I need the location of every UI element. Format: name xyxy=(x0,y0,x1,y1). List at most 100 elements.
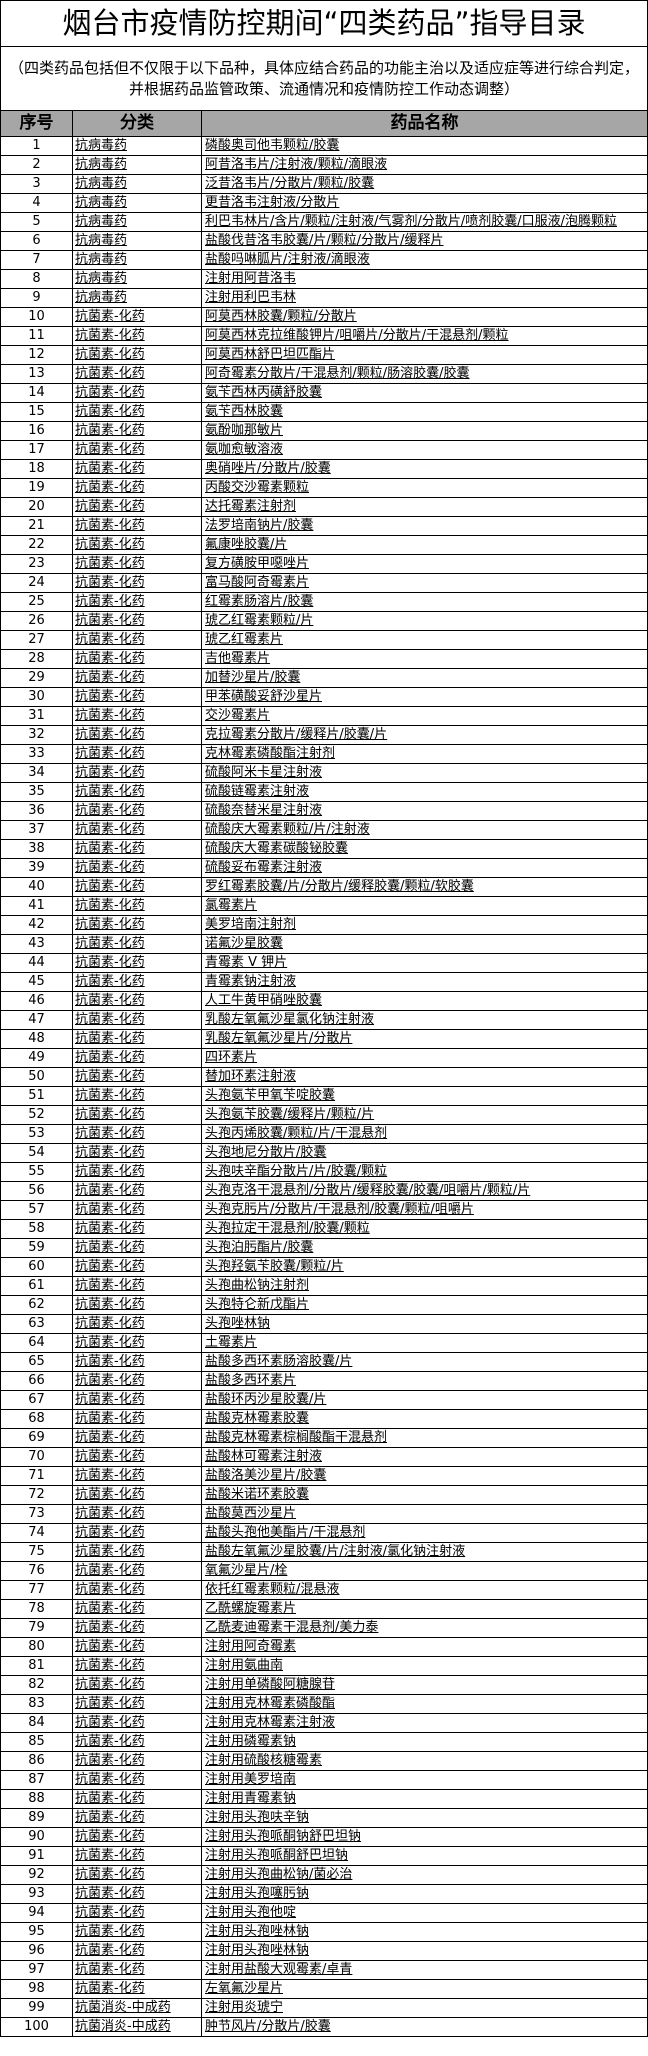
row-category: 抗菌素-化药 xyxy=(73,479,202,497)
row-drug-name: 交沙霉素片 xyxy=(205,708,271,723)
row-number: 57 xyxy=(1,1201,73,1219)
row-category: 抗菌素-化药 xyxy=(73,460,202,478)
row-number: 20 xyxy=(1,498,73,516)
row-drug-name: 头孢羟氨苄胶囊/颗粒/片 xyxy=(205,1259,344,1274)
row-drug-name: 泛昔洛韦片/分散片/颗粒/胶囊 xyxy=(205,176,375,191)
row-category: 抗菌素-化药 xyxy=(73,1410,202,1428)
table-row: 4 抗病毒药 更昔洛韦注射液/分散片 xyxy=(1,194,647,213)
row-number: 4 xyxy=(1,194,73,212)
row-number: 5 xyxy=(1,213,73,231)
row-category: 抗菌素-化药 xyxy=(73,1771,202,1789)
subtitle-note: （四类药品包括但不仅限于以下品种，具体应结合药品的功能主治以及适应症等进行综合判… xyxy=(1,47,647,111)
row-drug-name: 人工牛黄甲硝唑胶囊 xyxy=(205,993,323,1008)
row-category: 抗菌素-化药 xyxy=(73,992,202,1010)
row-drug-name: 头孢呋辛酯分散片/片/胶囊/颗粒 xyxy=(205,1164,388,1179)
table-row: 88 抗菌素-化药 注射用青霉素钠 xyxy=(1,1790,647,1809)
table-row: 32 抗菌素-化药 克拉霉素分散片/缓释片/胶囊/片 xyxy=(1,726,647,745)
row-drug-name: 克林霉素磷酸酯注射剂 xyxy=(205,746,336,761)
row-category: 抗菌素-化药 xyxy=(73,1030,202,1048)
table-row: 70 抗菌素-化药 盐酸林可霉素注射液 xyxy=(1,1448,647,1467)
row-number: 63 xyxy=(1,1315,73,1333)
table-row: 73 抗菌素-化药 盐酸莫西沙星片 xyxy=(1,1505,647,1524)
row-drug-name: 头孢氨苄胶囊/缓释片/颗粒/片 xyxy=(205,1107,375,1122)
row-category: 抗菌素-化药 xyxy=(73,1885,202,1903)
row-number: 25 xyxy=(1,593,73,611)
row-category: 抗菌素-化药 xyxy=(73,1125,202,1143)
row-drug-name: 硫酸链霉素注射液 xyxy=(205,784,310,799)
table-row: 64 抗菌素-化药 土霉素片 xyxy=(1,1334,647,1353)
row-drug-name: 左氧氟沙星片 xyxy=(205,1981,284,1996)
row-category: 抗菌素-化药 xyxy=(73,1581,202,1599)
table-row: 99 抗菌消炎-中成药 注射用炎琥宁 xyxy=(1,1999,647,2018)
row-number: 2 xyxy=(1,156,73,174)
row-category: 抗菌素-化药 xyxy=(73,422,202,440)
row-number: 11 xyxy=(1,327,73,345)
row-category: 抗菌素-化药 xyxy=(73,1372,202,1390)
row-drug-name: 乳酸左氧氟沙星氯化钠注射液 xyxy=(205,1012,375,1027)
row-category: 抗病毒药 xyxy=(73,175,202,193)
row-drug-name: 阿莫西林胶囊/颗粒/分散片 xyxy=(205,309,357,324)
row-drug-name: 头孢克洛干混悬剂/分散片/缓释胶囊/胶囊/咀嚼片/颗粒/片 xyxy=(205,1183,531,1198)
row-drug-name: 盐酸多西环素片 xyxy=(205,1373,297,1388)
row-number: 93 xyxy=(1,1885,73,1903)
row-number: 6 xyxy=(1,232,73,250)
row-drug-name: 硫酸奈替米星注射液 xyxy=(205,803,323,818)
row-category: 抗菌消炎-中成药 xyxy=(73,2018,202,2036)
row-number: 89 xyxy=(1,1809,73,1827)
row-number: 18 xyxy=(1,460,73,478)
table-row: 82 抗菌素-化药 注射用单磷酸阿糖腺苷 xyxy=(1,1676,647,1695)
row-category: 抗菌素-化药 xyxy=(73,1239,202,1257)
row-drug-name: 头孢氨苄甲氧苄啶胶囊 xyxy=(205,1088,336,1103)
row-category: 抗病毒药 xyxy=(73,137,202,155)
table-row: 87 抗菌素-化药 注射用美罗培南 xyxy=(1,1771,647,1790)
row-number: 8 xyxy=(1,270,73,288)
row-number: 74 xyxy=(1,1524,73,1542)
table-row: 75 抗菌素-化药 盐酸左氧氟沙星胶囊/片/注射液/氯化钠注射液 xyxy=(1,1543,647,1562)
row-number: 32 xyxy=(1,726,73,744)
row-drug-name: 青霉素钠注射液 xyxy=(205,974,297,989)
row-category: 抗菌素-化药 xyxy=(73,1277,202,1295)
row-number: 96 xyxy=(1,1942,73,1960)
row-number: 54 xyxy=(1,1144,73,1162)
row-number: 52 xyxy=(1,1106,73,1124)
row-drug-name: 吉他霉素片 xyxy=(205,651,271,666)
row-drug-name: 盐酸林可霉素注射液 xyxy=(205,1449,323,1464)
row-number: 35 xyxy=(1,783,73,801)
row-number: 23 xyxy=(1,555,73,573)
row-number: 64 xyxy=(1,1334,73,1352)
table-row: 20 抗菌素-化药 达托霉素注射剂 xyxy=(1,498,647,517)
row-category: 抗菌素-化药 xyxy=(73,1163,202,1181)
table-row: 9 抗病毒药 注射用利巴韦林 xyxy=(1,289,647,308)
row-drug-name: 注射用头孢曲松钠/菌必治 xyxy=(205,1867,353,1882)
table-row: 27 抗菌素-化药 琥乙红霉素片 xyxy=(1,631,647,650)
row-category: 抗菌素-化药 xyxy=(73,1714,202,1732)
row-number: 88 xyxy=(1,1790,73,1808)
table-row: 84 抗菌素-化药 注射用克林霉素注射液 xyxy=(1,1714,647,1733)
row-category: 抗菌素-化药 xyxy=(73,327,202,345)
row-drug-name: 注射用克林霉素注射液 xyxy=(205,1715,336,1730)
row-drug-name: 盐酸左氧氟沙星胶囊/片/注射液/氯化钠注射液 xyxy=(205,1544,466,1559)
row-number: 78 xyxy=(1,1600,73,1618)
row-category: 抗菌素-化药 xyxy=(73,1600,202,1618)
row-drug-name: 琥乙红霉素片 xyxy=(205,632,284,647)
row-drug-name: 头孢拉定干混悬剂/胶囊/颗粒 xyxy=(205,1221,370,1236)
row-number: 43 xyxy=(1,935,73,953)
row-drug-name: 注射用炎琥宁 xyxy=(205,2000,284,2015)
row-number: 44 xyxy=(1,954,73,972)
row-drug-name: 依托红霉素颗粒/混悬液 xyxy=(205,1582,340,1597)
table-row: 58 抗菌素-化药 头孢拉定干混悬剂/胶囊/颗粒 xyxy=(1,1220,647,1239)
row-category: 抗菌素-化药 xyxy=(73,669,202,687)
row-number: 53 xyxy=(1,1125,73,1143)
row-category: 抗菌素-化药 xyxy=(73,764,202,782)
table-row: 31 抗菌素-化药 交沙霉素片 xyxy=(1,707,647,726)
row-number: 27 xyxy=(1,631,73,649)
table-row: 63 抗菌素-化药 头孢唑林钠 xyxy=(1,1315,647,1334)
row-drug-name: 氟康唑胶囊/片 xyxy=(205,537,288,552)
row-drug-name: 盐酸吗啉胍片/注射液/滴眼液 xyxy=(205,252,370,267)
table-row: 12 抗菌素-化药 阿莫西林舒巴坦匹酯片 xyxy=(1,346,647,365)
row-category: 抗菌素-化药 xyxy=(73,1619,202,1637)
row-category: 抗病毒药 xyxy=(73,213,202,231)
row-category: 抗菌素-化药 xyxy=(73,1144,202,1162)
row-drug-name: 硫酸庆大霉素颗粒/片/注射液 xyxy=(205,822,370,837)
row-number: 47 xyxy=(1,1011,73,1029)
